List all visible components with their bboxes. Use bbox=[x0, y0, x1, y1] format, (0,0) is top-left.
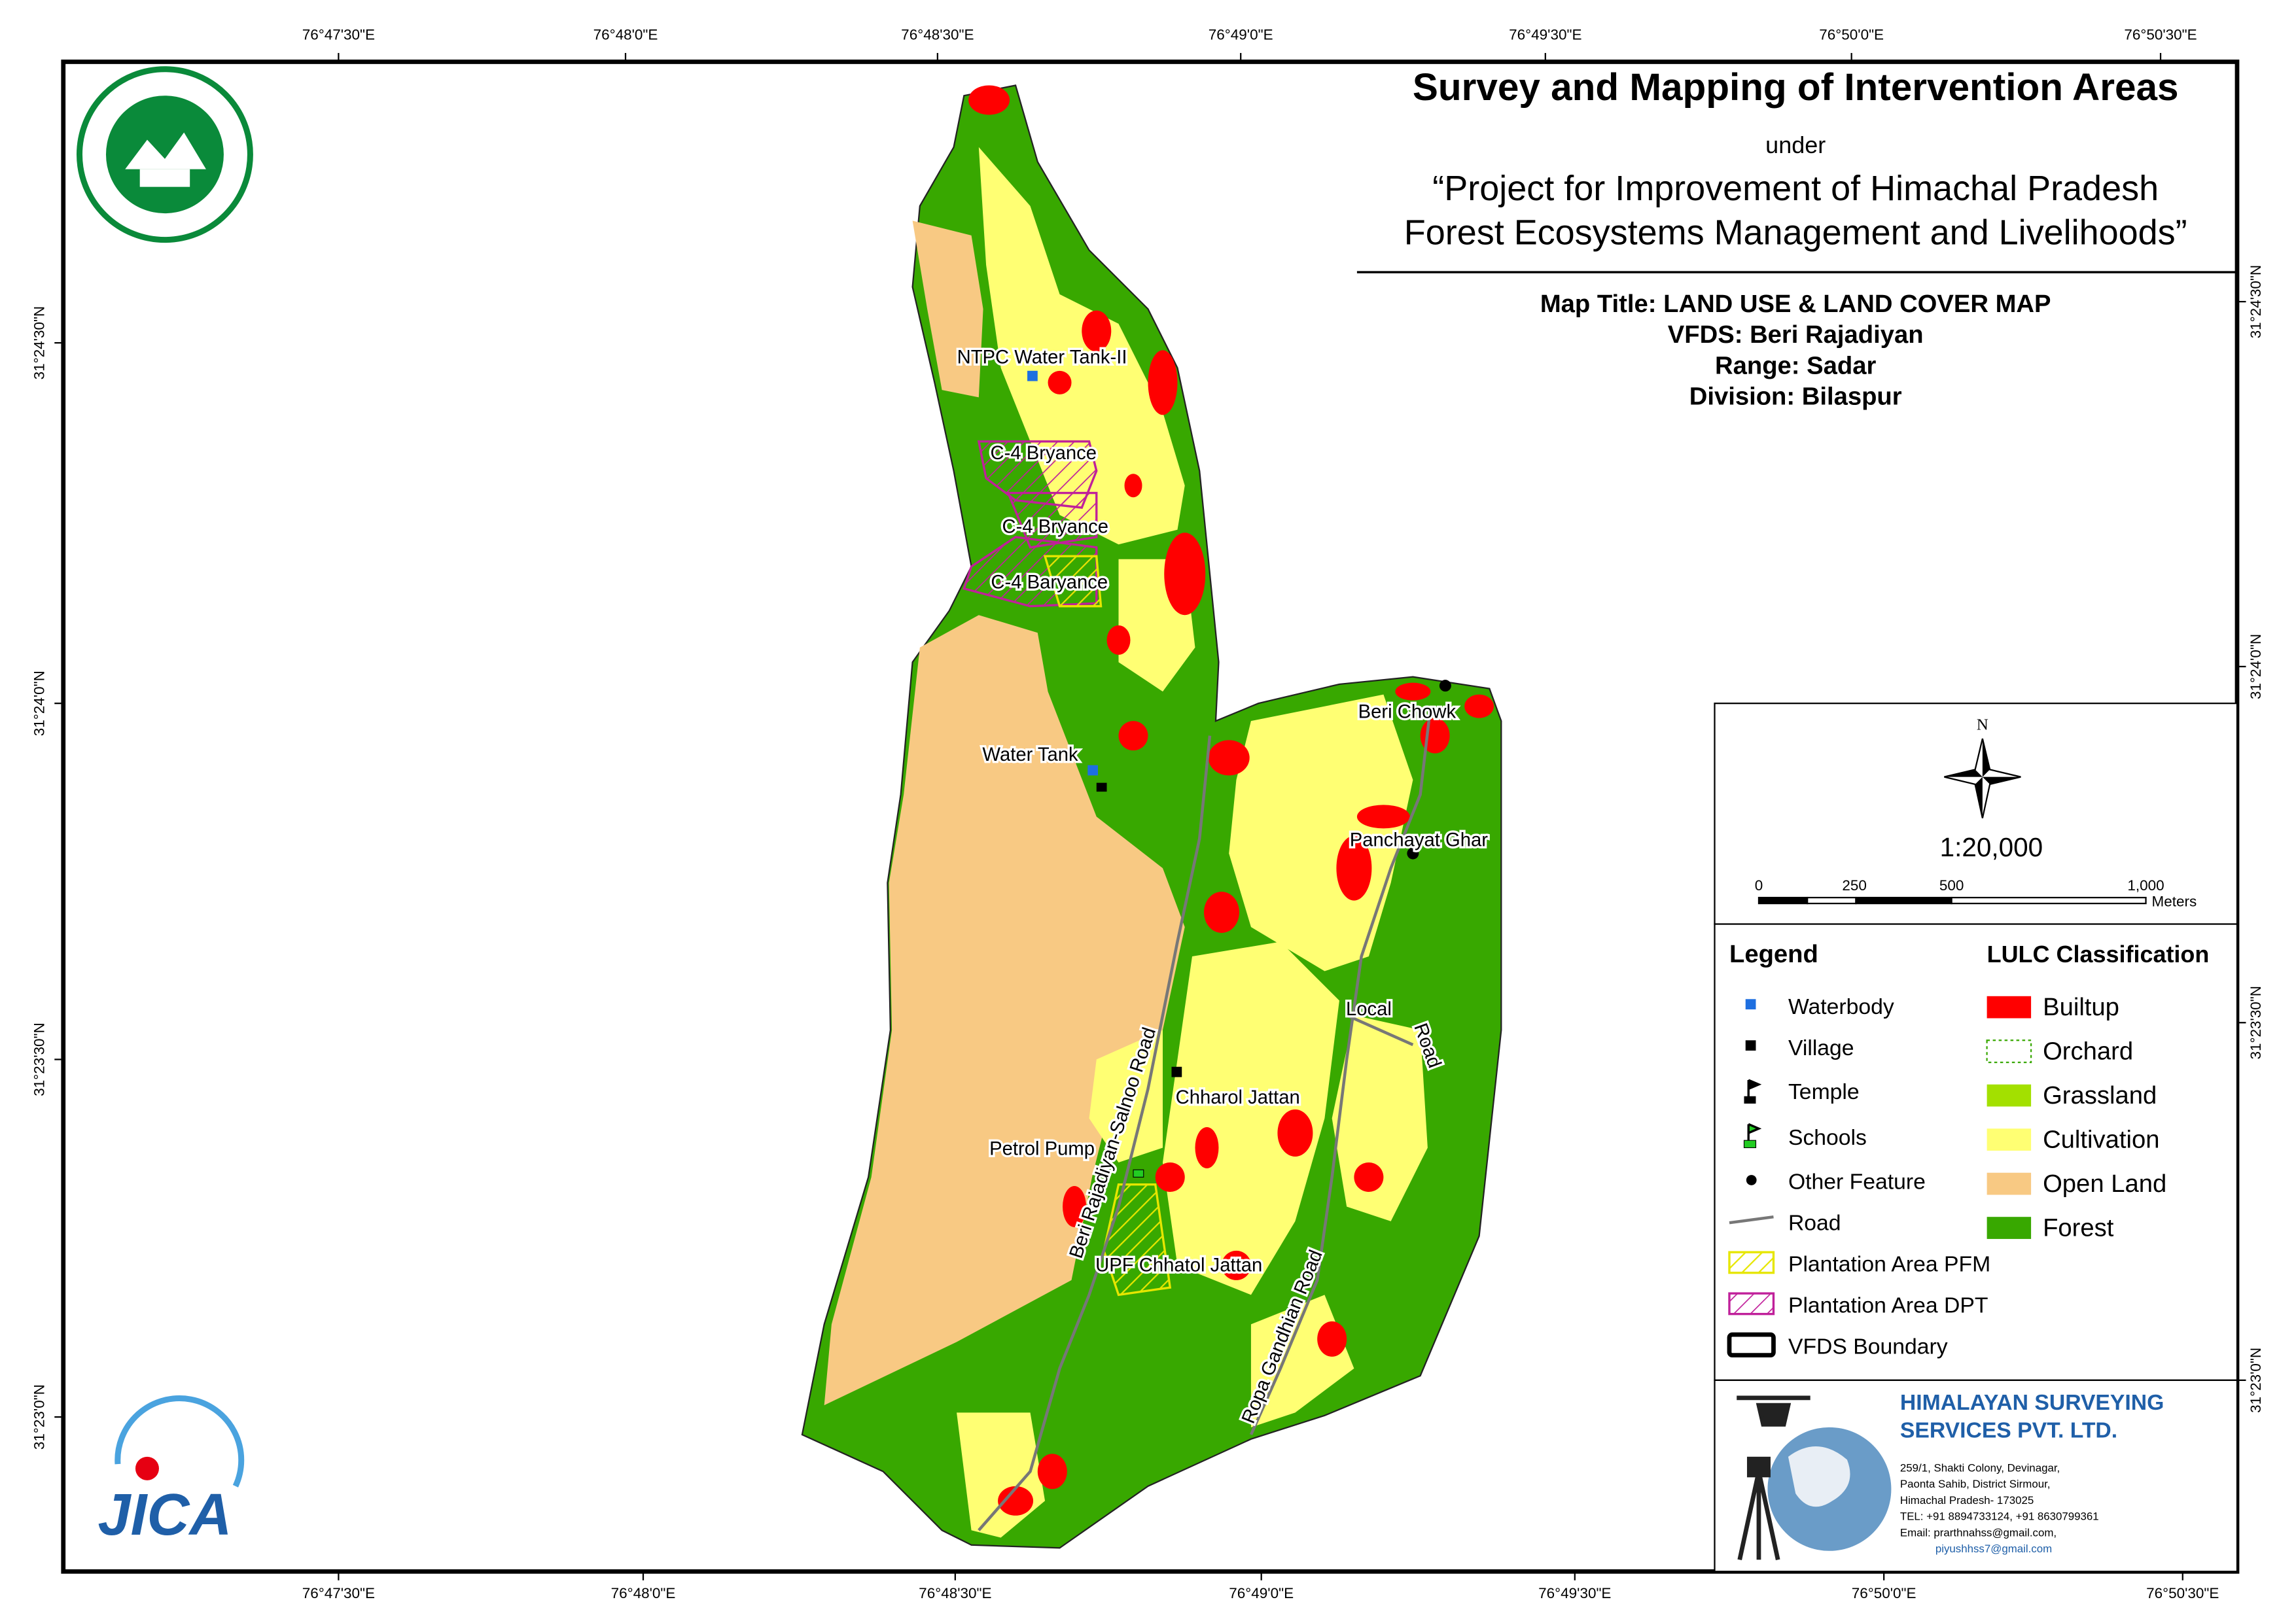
cultivation bbox=[1162, 941, 1339, 1295]
roads bbox=[978, 706, 1432, 1531]
map-label: NTPC Water Tank-II bbox=[957, 347, 1127, 368]
lulc-title: LULC Classification bbox=[1987, 941, 2210, 968]
point-features bbox=[1027, 370, 1451, 1178]
map-label: UPF Chhatol Jattan bbox=[1095, 1255, 1262, 1276]
map-label: Water Tank bbox=[982, 744, 1078, 765]
map-info: Division: Bilaspur bbox=[1689, 383, 1902, 411]
jica-text: JICA bbox=[97, 1482, 232, 1548]
company-name: HIMALAYAN SURVEYING bbox=[1900, 1390, 2164, 1415]
cultivation bbox=[1332, 1015, 1428, 1221]
scale-box bbox=[1714, 703, 2238, 925]
graticule-label: 76°49'0"E bbox=[1229, 1585, 1294, 1601]
builtup-patches bbox=[968, 85, 1494, 1516]
map-info: Range: Sadar bbox=[1715, 351, 1876, 379]
cultivation bbox=[1089, 1030, 1163, 1162]
company-logo bbox=[1737, 1395, 1892, 1560]
project-line: “Project for Improvement of Himachal Pra… bbox=[1432, 169, 2159, 208]
company-address: 259/1, Shakti Colony, Devinagar, bbox=[1900, 1461, 2060, 1474]
scale-tick: 0 bbox=[1755, 877, 1763, 894]
map-label: Chharol Jattan bbox=[1176, 1087, 1300, 1108]
company-address: Paonta Sahib, District Sirmour, bbox=[1900, 1478, 2051, 1490]
map-label: Panchayat Ghar bbox=[1350, 829, 1489, 850]
company-address: piyushhss7@gmail.com bbox=[1935, 1543, 2052, 1555]
title: Survey and Mapping of Intervention Areas bbox=[1413, 66, 2179, 109]
legend-item: Waterbody bbox=[1788, 994, 1894, 1019]
scale-tick: 1,000 bbox=[2127, 877, 2164, 894]
graticule-label: 76°47'30"E bbox=[302, 27, 375, 43]
company-address: TEL: +91 8894733124, +91 8630799361 bbox=[1900, 1510, 2099, 1523]
legend-item: Plantation Area DPT bbox=[1788, 1293, 1988, 1318]
map-info: VFDS: Beri Rajadiyan bbox=[1668, 321, 1924, 349]
lulc-class: Forest bbox=[2043, 1213, 2114, 1242]
cultivation bbox=[978, 147, 1185, 545]
graticule-label: 76°47'30"E bbox=[302, 1585, 375, 1601]
legend-symbols bbox=[1727, 996, 2032, 1357]
cultivation bbox=[1229, 694, 1413, 971]
company-name: SERVICES PVT. LTD. bbox=[1900, 1418, 2117, 1443]
graticule-label: 76°49'30"E bbox=[1538, 1585, 1611, 1601]
lulc-class: Open Land bbox=[2043, 1170, 2166, 1198]
scale-ratio: 1:20,000 bbox=[1940, 832, 2043, 862]
legend-title: Legend bbox=[1729, 940, 1818, 968]
lulc-class: Grassland bbox=[2043, 1081, 2157, 1109]
graticule-label: 31°23'30"N bbox=[2248, 986, 2264, 1060]
graticule-label: 76°48'30"E bbox=[919, 1585, 991, 1601]
open-land bbox=[824, 615, 1185, 1406]
legend-box bbox=[1714, 923, 2238, 1381]
lulc-class: Cultivation bbox=[2043, 1125, 2159, 1153]
north-label: N bbox=[1977, 716, 1988, 734]
map-label: C-4 Baryance bbox=[991, 572, 1108, 593]
graticule-label: 31°23'0"N bbox=[2248, 1348, 2264, 1413]
map-label: Local bbox=[1346, 999, 1392, 1020]
graticule-label: 76°48'30"E bbox=[901, 27, 974, 43]
jica-logo: JICA bbox=[97, 1395, 245, 1548]
company-address: Himachal Pradesh- 173025 bbox=[1900, 1494, 2034, 1507]
scale-bar bbox=[1757, 896, 2147, 905]
legend-item: Other Feature bbox=[1788, 1169, 1926, 1194]
scale-tick: 500 bbox=[1939, 877, 1964, 894]
graticule-label: 76°48'0"E bbox=[611, 1585, 676, 1601]
graticule-label: 76°50'30"E bbox=[2146, 1585, 2219, 1601]
graticule-label: 76°50'0"E bbox=[1819, 27, 1884, 43]
graticule-label: 31°23'0"N bbox=[31, 1384, 48, 1450]
graticule-label: 76°50'0"E bbox=[1852, 1585, 1916, 1601]
map-label: Petrol Pump bbox=[989, 1139, 1095, 1160]
graticule-label: 76°48'0"E bbox=[593, 27, 658, 43]
under: under bbox=[1765, 131, 1826, 158]
graticule-label: 76°49'0"E bbox=[1209, 27, 1273, 43]
scale-tick: 250 bbox=[1842, 877, 1867, 894]
legend-item: Plantation Area PFM bbox=[1788, 1251, 1990, 1276]
graticule-label: 31°24'30"N bbox=[2248, 265, 2264, 339]
legend-item: Schools bbox=[1788, 1125, 1867, 1150]
legend-item: VFDS Boundary bbox=[1788, 1334, 1948, 1359]
legend-item: Village bbox=[1788, 1036, 1854, 1060]
map-info: Map Title: LAND USE & LAND COVER MAP bbox=[1540, 290, 2051, 318]
graticule-label: 31°24'30"N bbox=[31, 306, 48, 380]
scale-unit: Meters bbox=[2152, 894, 2197, 910]
graticule-label: 31°24'0"N bbox=[2248, 634, 2264, 699]
legend-item: Road bbox=[1788, 1210, 1841, 1235]
company-address: Email: prarthnahss@gmail.com, bbox=[1900, 1526, 2057, 1539]
graticule-label: 31°23'30"N bbox=[31, 1022, 48, 1096]
map-label: Beri Chowk bbox=[1358, 702, 1457, 723]
lulc-class: Builtup bbox=[2043, 993, 2119, 1021]
forest-dept-logo bbox=[76, 66, 253, 243]
map-label: C-4 Bryance bbox=[1002, 516, 1108, 537]
graticule-label: 76°49'30"E bbox=[1509, 27, 1581, 43]
open-land bbox=[912, 220, 983, 398]
north-arrow-fill bbox=[1944, 739, 2021, 818]
project-line: Forest Ecosystems Management and Livelih… bbox=[1404, 213, 2187, 252]
map-label: C-4 Bryance bbox=[991, 443, 1097, 464]
graticule-label: 31°24'0"N bbox=[31, 671, 48, 736]
plantation-areas bbox=[963, 440, 1172, 1297]
graticule: 76°47'30"E 76°48'0"E 76°48'30"E 76°49'0"E 76… bbox=[31, 27, 2264, 1601]
lulc-map: NTPC Water Tank-II C-4 Bryance C-4 Bryan… bbox=[801, 84, 1502, 1549]
legend-item: Temple bbox=[1788, 1079, 1860, 1104]
graticule-label: 76°50'30"E bbox=[2124, 27, 2197, 43]
lulc-class: Orchard bbox=[2043, 1038, 2133, 1066]
